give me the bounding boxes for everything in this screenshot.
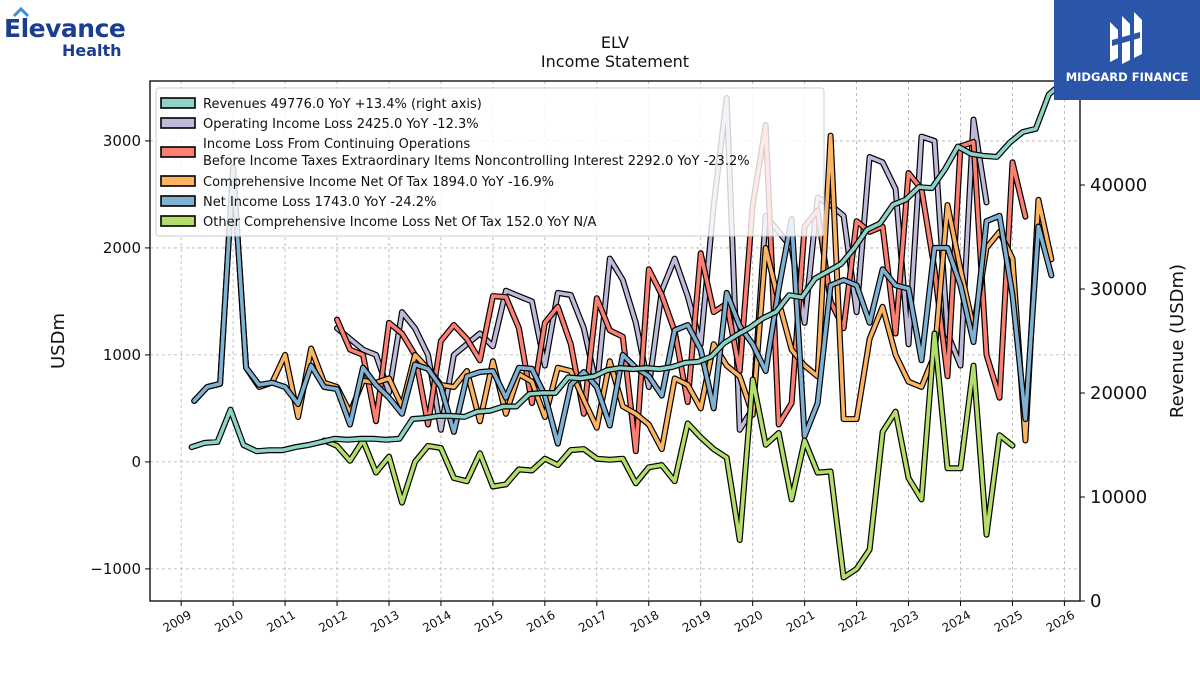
x-tick-label: 2013 (368, 608, 401, 635)
midgard-finance-logo: MIDGARD FINANCE (1054, 0, 1200, 100)
caret-icon (12, 6, 30, 18)
x-tick-label: 2014 (420, 608, 453, 635)
y-tick-label: 0 (131, 453, 141, 471)
legend-entry-revenues: Revenues 49776.0 YoY +13.4% (right axis) (203, 97, 482, 112)
y-tick-label: 3000 (103, 132, 141, 150)
y-tick-label: 1000 (103, 346, 141, 364)
x-tick-label: 2009 (160, 608, 193, 635)
series-lines (188, 80, 1065, 581)
x-axis-ticks: 2009 2010 2011 2012 2013 2014 2015 2016 2017 2018… (160, 601, 1077, 635)
series-line-net (192, 165, 1054, 446)
x-tick-label: 2012 (316, 608, 349, 635)
legend-swatch-revenues (160, 97, 196, 109)
y-axis-ticks: −1000 0 1000 2000 3000 (90, 132, 150, 578)
x-tick-label: 2011 (264, 608, 297, 635)
x-tick-label: 2022 (836, 608, 869, 635)
plot-frame (149, 80, 1081, 602)
y2-tick-label: 40000 (1090, 175, 1147, 196)
x-tick-label: 2010 (212, 608, 245, 635)
legend-swatch-other_comp (160, 215, 196, 227)
x-tick-label: 2025 (992, 608, 1025, 635)
x-tick-label: 2020 (732, 608, 765, 635)
legend-swatch-pretax (160, 146, 196, 158)
y2-axis-ticks: 0 10000 20000 30000 40000 (1080, 175, 1147, 612)
y2-tick-label: 10000 (1090, 487, 1147, 508)
y2-tick-label: 30000 (1090, 279, 1147, 300)
x-tick-label: 2018 (628, 608, 661, 635)
legend-entry-other_comp: Other Comprehensive Income Loss Net Of T… (203, 215, 597, 230)
y2-axis-label: Revenue (USDm) (1167, 264, 1188, 418)
legend-swatch-operating (160, 117, 196, 129)
x-tick-label: 2024 (940, 608, 973, 635)
x-tick-label: 2017 (576, 608, 609, 635)
y2-tick-label: 0 (1090, 591, 1101, 612)
legend-swatch-comprehensive (160, 175, 196, 187)
x-tick-label: 2015 (472, 608, 505, 635)
chart-title: ELV (601, 33, 629, 52)
logo-line1: Elevance (4, 14, 126, 43)
series-line-revenues (189, 81, 1064, 454)
y2-tick-label: 20000 (1090, 383, 1147, 404)
series-line-other_comp (322, 331, 1015, 580)
midgard-emblem-icon (1110, 12, 1142, 64)
legend-box (155, 87, 825, 237)
y-axis-label: USDm (48, 313, 69, 369)
legend: Revenues 49776.0 YoY +13.4% (right axis)… (155, 87, 825, 237)
legend-entry-comprehensive: Comprehensive Income Net Of Tax 1894.0 Y… (203, 175, 554, 190)
elevance-health-logo: Elevance Health (4, 6, 134, 60)
legend-entry-operating: Operating Income Loss 2425.0 YoY -12.3% (203, 117, 479, 132)
legend-swatch-net (160, 195, 196, 207)
legend-entry-net: Net Income Loss 1743.0 YoY -24.2% (203, 195, 436, 210)
x-tick-label: 2019 (680, 608, 713, 635)
y-tick-label: −1000 (90, 560, 141, 578)
chart-subtitle: Income Statement (541, 52, 689, 71)
x-tick-label: 2023 (888, 608, 921, 635)
logo-line2: Health (62, 41, 122, 60)
x-tick-label: 2026 (1044, 608, 1077, 635)
y-tick-label: 2000 (103, 239, 141, 257)
x-tick-label: 2016 (524, 608, 557, 635)
x-tick-label: 2021 (784, 608, 817, 635)
legend-entry-pretax: Income Loss From Continuing Operations Be… (203, 137, 750, 169)
partner-name: MIDGARD FINANCE (1065, 70, 1189, 84)
